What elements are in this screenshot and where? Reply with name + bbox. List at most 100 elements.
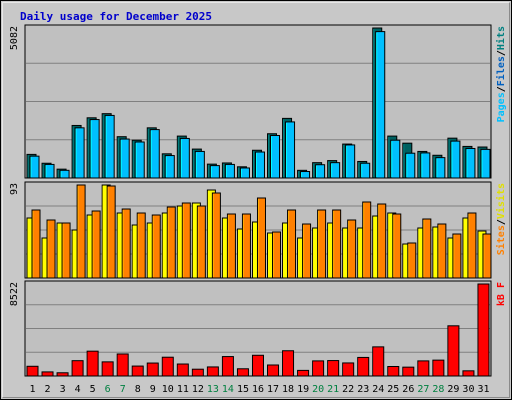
bar-kb-f: [387, 365, 400, 377]
bar-kb-f: [372, 346, 385, 377]
x-tick-label: 17: [267, 384, 279, 395]
bar-files: [134, 141, 145, 179]
bar-kb-f: [477, 283, 490, 377]
bar-kb-f: [176, 363, 189, 377]
legend-item: /: [496, 219, 507, 225]
bar-files: [270, 134, 281, 179]
bar-files: [285, 121, 296, 179]
x-tick-label: 2: [45, 384, 51, 395]
x-tick-label: 31: [477, 384, 489, 395]
bar-kb-f: [191, 368, 204, 377]
bar-kb-f: [267, 364, 280, 377]
bar-sites: [362, 201, 372, 279]
bar-sites: [76, 184, 86, 279]
bar-sites: [407, 242, 417, 279]
x-tick-label: 23: [357, 384, 369, 395]
x-tick-label: 12: [192, 384, 204, 395]
legend-item: Files: [495, 56, 507, 86]
bar-files: [375, 31, 386, 179]
bar-files: [254, 151, 265, 179]
bar-kb-f: [402, 366, 415, 377]
x-tick-label: 21: [327, 384, 339, 395]
bar-files: [450, 140, 461, 179]
x-tick-label: 1: [30, 384, 36, 395]
x-tick-label: 11: [177, 384, 189, 395]
legend-kbytes: kB F: [496, 282, 507, 306]
bar-kb-f: [206, 366, 219, 377]
bar-files: [119, 138, 130, 179]
bar-kb-f: [327, 360, 340, 377]
x-tick-label: 29: [447, 384, 459, 395]
legend-item: Sites: [495, 225, 507, 255]
bar-sites: [226, 213, 236, 279]
bar-kb-f: [71, 360, 84, 377]
x-tick-label: 30: [462, 384, 474, 395]
legend-item: kB F: [496, 282, 507, 306]
bar-sites: [467, 212, 477, 279]
bar-sites: [211, 192, 221, 279]
bar-sites: [422, 218, 432, 279]
bar-files: [405, 152, 416, 179]
bar-sites: [181, 202, 191, 279]
bar-files: [179, 137, 190, 179]
x-tick-label: 19: [297, 384, 309, 395]
x-tick-label: 22: [342, 384, 354, 395]
y-max-label: 8522: [9, 282, 20, 306]
legend-visits: Sites/Visits: [495, 183, 507, 255]
bar-sites: [46, 219, 56, 279]
bar-sites: [392, 213, 402, 279]
bar-files: [29, 155, 40, 179]
bar-files: [239, 167, 250, 179]
bar-files: [104, 114, 115, 179]
bar-kb-f: [342, 362, 355, 377]
bar-files: [164, 155, 175, 179]
bar-kb-f: [56, 372, 69, 377]
x-tick-label: 8: [135, 384, 141, 395]
x-tick-label: 18: [282, 384, 294, 395]
bar-files: [149, 129, 160, 179]
bar-files: [89, 119, 100, 179]
bar-kb-f: [297, 369, 310, 377]
bar-sites: [61, 222, 71, 279]
bar-kb-f: [221, 356, 234, 377]
bar-sites: [317, 209, 327, 279]
bar-kb-f: [41, 371, 54, 377]
bar-sites: [106, 185, 116, 279]
x-tick-label: 6: [105, 384, 111, 395]
bar-kb-f: [131, 365, 144, 377]
legend-item: Visits: [495, 183, 507, 219]
legend-item: /: [496, 86, 507, 92]
bar-sites: [287, 209, 297, 279]
bar-kb-f: [86, 350, 99, 377]
legend-hits: Pages/Files/Hits: [495, 26, 507, 122]
x-tick-label: 24: [372, 384, 384, 395]
bar-files: [44, 163, 55, 179]
bar-kb-f: [26, 365, 39, 377]
legend-item: Hits: [495, 26, 507, 50]
bar-files: [480, 148, 491, 179]
bar-kb-f: [161, 356, 174, 377]
bar-sites: [437, 223, 447, 279]
chart-title: Daily usage for December 2025: [20, 10, 213, 23]
bar-sites: [256, 197, 266, 279]
y-max-label: 5082: [9, 26, 20, 50]
bar-sites: [272, 231, 282, 279]
bar-files: [390, 139, 401, 179]
bar-sites: [31, 209, 41, 279]
x-tick-label: 27: [417, 384, 429, 395]
bar-kb-f: [236, 368, 249, 377]
x-tick-label: 5: [90, 384, 96, 395]
x-tick-label: 14: [222, 384, 234, 395]
bar-kb-f: [146, 362, 159, 377]
bar-sites: [347, 219, 357, 279]
bar-sites: [166, 206, 176, 279]
bar-files: [345, 144, 356, 179]
bar-sites: [452, 233, 462, 279]
bar-sites: [302, 223, 312, 279]
bar-sites: [332, 209, 342, 279]
x-tick-label: 25: [387, 384, 399, 395]
bar-sites: [91, 210, 101, 279]
bar-files: [360, 162, 371, 179]
bar-sites: [121, 208, 131, 279]
